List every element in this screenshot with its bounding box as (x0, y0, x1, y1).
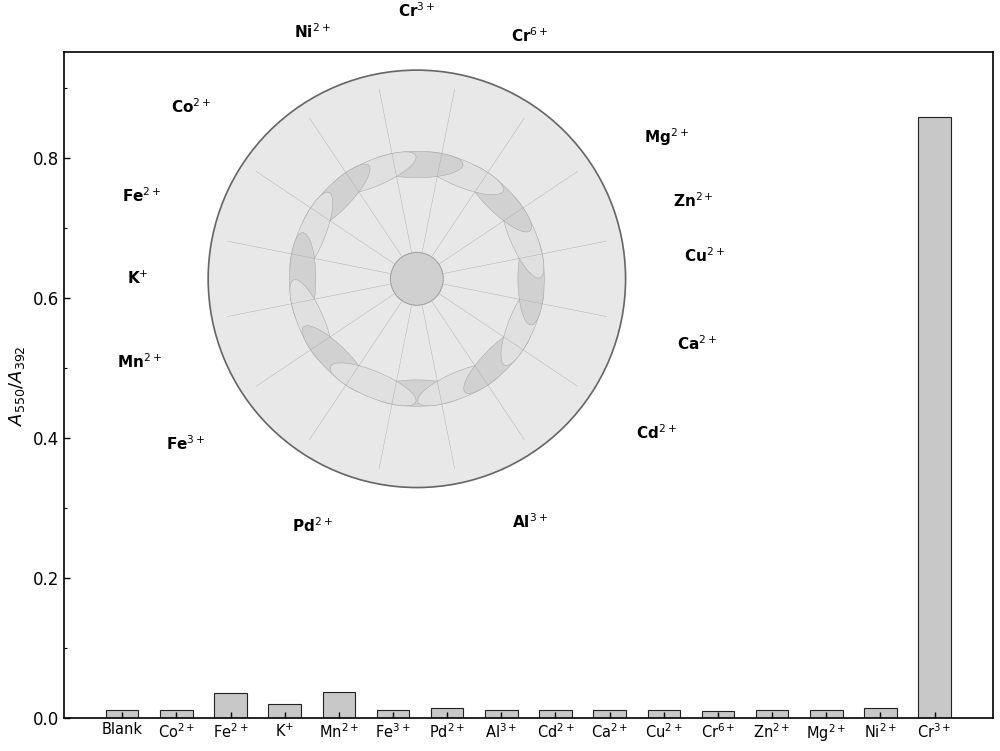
Bar (864, 707, 897, 718)
Bar (810, 710, 843, 718)
Bar (106, 710, 138, 718)
Bar (268, 704, 301, 718)
Bar (539, 710, 572, 718)
Bar (593, 710, 626, 718)
Bar (377, 710, 409, 718)
Bar (485, 710, 518, 718)
Bar (431, 707, 463, 718)
Bar (323, 692, 355, 718)
Bar (702, 711, 734, 718)
Bar (918, 117, 951, 718)
Bar (160, 710, 193, 718)
Y-axis label: $A_{550}$/$A_{392}$: $A_{550}$/$A_{392}$ (7, 345, 27, 426)
Bar (756, 710, 788, 718)
Bar (648, 710, 680, 718)
Bar (214, 693, 247, 718)
